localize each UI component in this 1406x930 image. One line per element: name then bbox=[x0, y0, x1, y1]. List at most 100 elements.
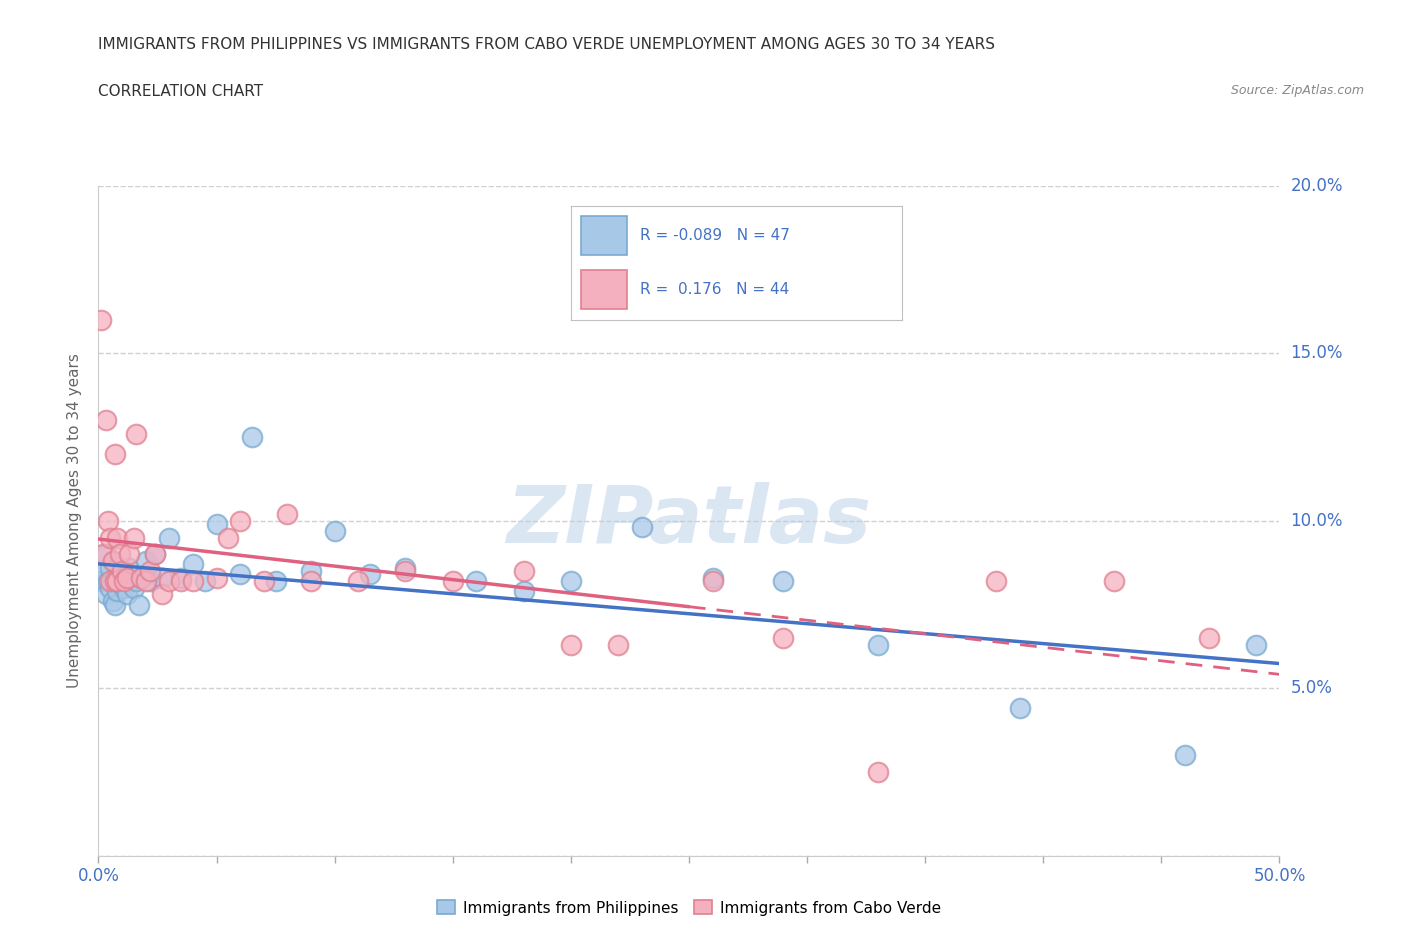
Point bbox=[560, 637, 582, 652]
Point bbox=[772, 574, 794, 589]
Text: 20.0%: 20.0% bbox=[1291, 177, 1343, 195]
Point bbox=[118, 547, 141, 562]
Point bbox=[129, 570, 152, 585]
Point bbox=[194, 574, 217, 589]
Point bbox=[128, 597, 150, 612]
Point bbox=[264, 574, 287, 589]
Point bbox=[94, 413, 117, 428]
Point bbox=[181, 574, 204, 589]
Point bbox=[115, 570, 138, 585]
Point bbox=[135, 574, 157, 589]
Point bbox=[105, 574, 128, 589]
Point bbox=[90, 312, 112, 327]
Point bbox=[111, 570, 134, 585]
Point bbox=[560, 574, 582, 589]
Point bbox=[104, 597, 127, 612]
Point bbox=[108, 574, 131, 589]
Point bbox=[129, 570, 152, 585]
Point bbox=[111, 564, 134, 578]
Point bbox=[170, 574, 193, 589]
Point bbox=[299, 574, 322, 589]
Point bbox=[217, 530, 239, 545]
Point bbox=[97, 574, 120, 589]
Point bbox=[441, 574, 464, 589]
Point bbox=[112, 574, 135, 589]
Point bbox=[112, 580, 135, 595]
Point bbox=[94, 547, 117, 562]
Point bbox=[115, 587, 138, 602]
Point bbox=[630, 520, 652, 535]
Legend: Immigrants from Philippines, Immigrants from Cabo Verde: Immigrants from Philippines, Immigrants … bbox=[430, 895, 948, 922]
Point bbox=[91, 564, 114, 578]
Text: Source: ZipAtlas.com: Source: ZipAtlas.com bbox=[1230, 84, 1364, 97]
Point bbox=[104, 574, 127, 589]
Point bbox=[98, 560, 121, 575]
Point bbox=[90, 574, 112, 589]
Text: 10.0%: 10.0% bbox=[1291, 512, 1343, 530]
Point bbox=[181, 557, 204, 572]
Point bbox=[143, 547, 166, 562]
Point bbox=[1102, 574, 1125, 589]
Point bbox=[394, 564, 416, 578]
Point bbox=[276, 507, 298, 522]
Point bbox=[1198, 631, 1220, 645]
Point bbox=[512, 584, 534, 599]
Point bbox=[359, 567, 381, 582]
Point bbox=[394, 560, 416, 575]
Text: 15.0%: 15.0% bbox=[1291, 344, 1343, 363]
Point bbox=[866, 764, 889, 779]
Text: ZIPatlas: ZIPatlas bbox=[506, 482, 872, 560]
Point bbox=[465, 574, 488, 589]
Point bbox=[702, 574, 724, 589]
Text: CORRELATION CHART: CORRELATION CHART bbox=[98, 84, 263, 99]
Point bbox=[98, 574, 121, 589]
Point bbox=[125, 574, 148, 589]
Point bbox=[1008, 701, 1031, 716]
Text: IMMIGRANTS FROM PHILIPPINES VS IMMIGRANTS FROM CABO VERDE UNEMPLOYMENT AMONG AGE: IMMIGRANTS FROM PHILIPPINES VS IMMIGRANT… bbox=[98, 37, 995, 52]
Text: 5.0%: 5.0% bbox=[1291, 679, 1333, 698]
Point bbox=[323, 524, 346, 538]
Point bbox=[157, 530, 180, 545]
Y-axis label: Unemployment Among Ages 30 to 34 years: Unemployment Among Ages 30 to 34 years bbox=[67, 353, 83, 688]
Point bbox=[607, 637, 630, 652]
Point bbox=[139, 574, 162, 589]
Point bbox=[240, 430, 263, 445]
Point bbox=[512, 564, 534, 578]
Point bbox=[104, 570, 127, 585]
Point bbox=[702, 570, 724, 585]
Point bbox=[104, 446, 127, 461]
Point bbox=[150, 570, 173, 585]
Point bbox=[105, 584, 128, 599]
Point bbox=[347, 574, 370, 589]
Point bbox=[122, 530, 145, 545]
Point bbox=[125, 426, 148, 441]
Point bbox=[984, 574, 1007, 589]
Point bbox=[299, 564, 322, 578]
Point bbox=[205, 517, 228, 532]
Point bbox=[143, 547, 166, 562]
Point bbox=[122, 580, 145, 595]
Point bbox=[98, 580, 121, 595]
Point bbox=[253, 574, 276, 589]
Point bbox=[105, 530, 128, 545]
Point bbox=[1174, 748, 1197, 763]
Point bbox=[205, 570, 228, 585]
Point bbox=[97, 513, 120, 528]
Point bbox=[1244, 637, 1267, 652]
Point bbox=[139, 564, 162, 578]
Point bbox=[101, 553, 124, 568]
Point bbox=[108, 547, 131, 562]
Point bbox=[91, 547, 114, 562]
Point bbox=[135, 553, 157, 568]
Point bbox=[94, 587, 117, 602]
Point bbox=[98, 530, 121, 545]
Point bbox=[866, 637, 889, 652]
Point bbox=[118, 560, 141, 575]
Point bbox=[170, 570, 193, 585]
Point bbox=[101, 553, 124, 568]
Point bbox=[229, 513, 252, 528]
Point bbox=[101, 593, 124, 608]
Point bbox=[150, 587, 173, 602]
Point bbox=[772, 631, 794, 645]
Point bbox=[157, 574, 180, 589]
